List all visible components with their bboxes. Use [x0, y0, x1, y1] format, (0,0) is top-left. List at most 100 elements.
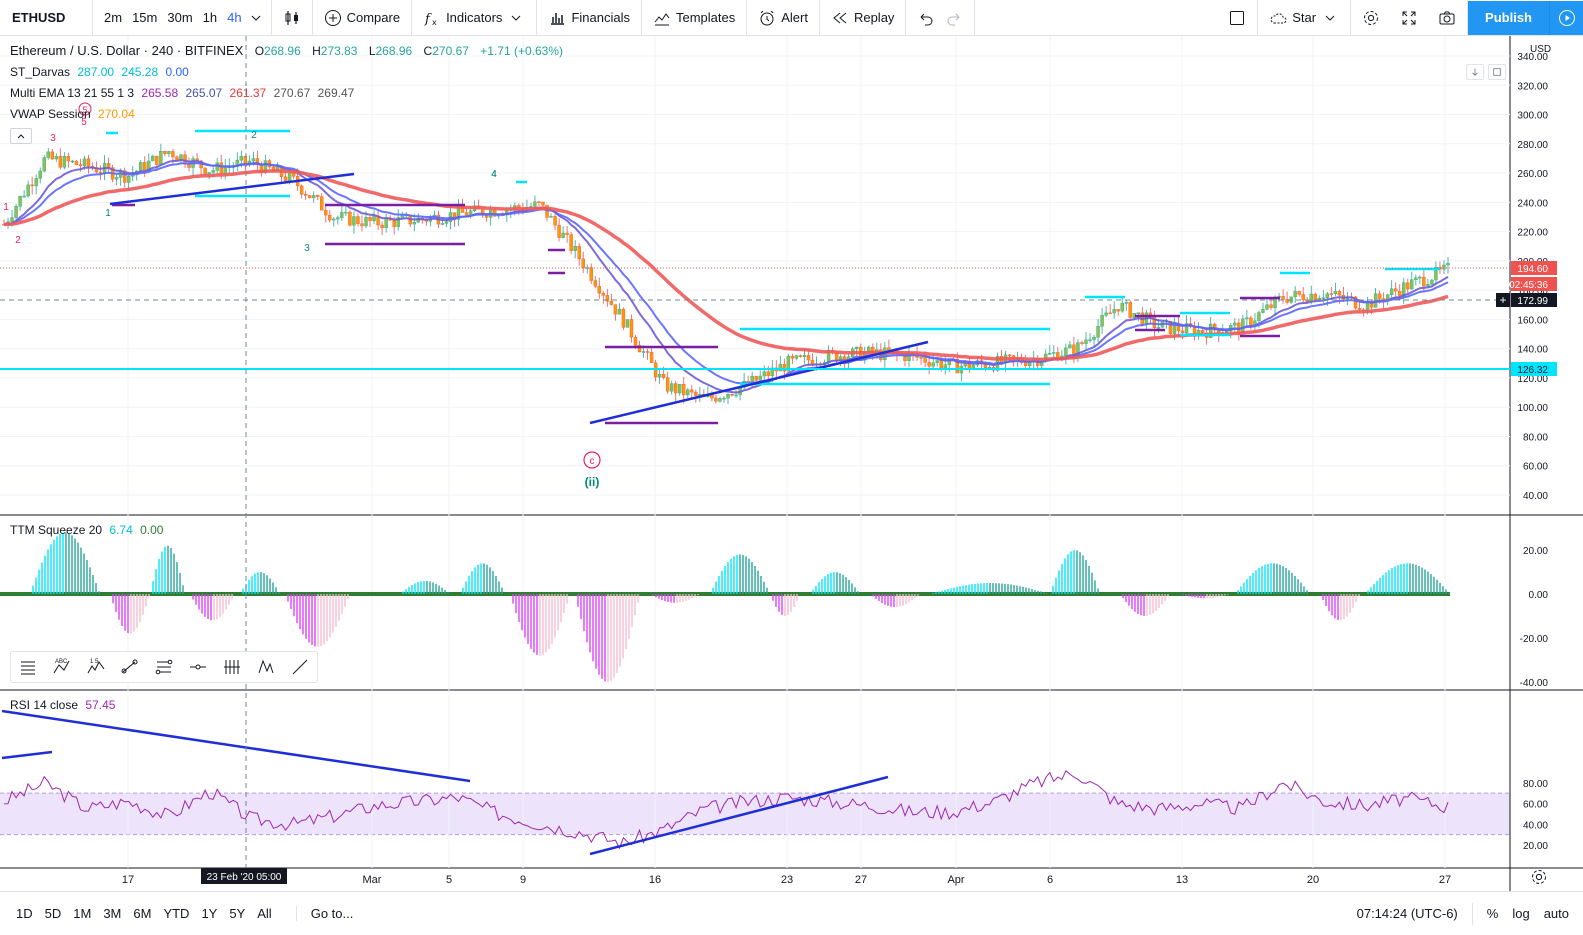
maximize-pane-icon[interactable] — [1488, 64, 1506, 80]
wave-label: 2 — [251, 130, 257, 141]
collapse-legend-button[interactable] — [10, 128, 32, 144]
candle-body — [396, 217, 400, 227]
time-tick-label: 9 — [520, 874, 526, 886]
interval-15m[interactable]: 15m — [132, 10, 158, 25]
darvas-legend[interactable]: ST_Darvas 287.00 245.28 0.00 — [10, 64, 193, 80]
candle-body — [971, 364, 976, 369]
candle-body — [657, 374, 662, 378]
squeeze-legend[interactable]: TTM Squeeze 20 6.74 0.00 — [10, 522, 167, 538]
percent-toggle[interactable]: % — [1486, 906, 1499, 921]
candle-body — [1128, 302, 1132, 318]
price-range-icon[interactable] — [215, 652, 249, 682]
range-5d[interactable]: 5D — [44, 906, 62, 921]
interval-4h[interactable]: 4h — [227, 10, 242, 25]
alert-label: Alert — [781, 10, 808, 25]
candle-body — [589, 267, 593, 281]
candle-body — [368, 217, 372, 222]
range-all[interactable]: All — [257, 906, 272, 921]
candle-body — [625, 319, 630, 328]
candle-body — [22, 195, 26, 198]
fullscreen-icon — [1400, 9, 1418, 27]
candle-body — [66, 155, 71, 162]
candle-body — [533, 201, 537, 207]
publish-button[interactable]: Publish — [1468, 0, 1549, 35]
alarm-clock-icon — [758, 9, 776, 27]
move-down-icon[interactable] — [1466, 64, 1484, 80]
rsi-trend-line[interactable] — [589, 775, 889, 856]
financials-button[interactable]: Financials — [543, 0, 635, 36]
wave-label: 1 — [105, 208, 111, 219]
snapshot-button[interactable] — [1433, 0, 1461, 36]
compare-button[interactable]: Compare — [319, 0, 405, 36]
candle-body — [682, 384, 686, 396]
pattern-icon[interactable] — [249, 652, 283, 682]
close-label: C — [423, 44, 433, 58]
range-1d[interactable]: 1D — [16, 906, 33, 921]
fib-retracement-icon[interactable] — [147, 652, 181, 682]
interval-2m[interactable]: 2m — [104, 10, 123, 25]
candle-body — [82, 158, 87, 167]
range-5y[interactable]: 5Y — [229, 906, 246, 921]
chart-type-button[interactable] — [278, 0, 306, 36]
settings-gear-axis[interactable] — [1530, 868, 1548, 889]
star-label: Star — [1292, 10, 1317, 25]
candle-body — [324, 209, 328, 216]
horizontal-ray-icon[interactable] — [181, 652, 215, 682]
candle-body — [565, 232, 569, 235]
log-toggle[interactable]: log — [1512, 906, 1530, 921]
clock-label[interactable]: 07:14:24 (UTC-6) — [1356, 906, 1458, 921]
price-tick-label: 40.00 — [1523, 491, 1548, 502]
star-button[interactable]: Star — [1264, 0, 1344, 36]
fullscreen-button[interactable] — [1395, 0, 1423, 36]
trend-line[interactable] — [109, 172, 355, 206]
candle-body — [1313, 293, 1317, 300]
chevron-down-icon[interactable] — [247, 9, 265, 27]
templates-group: Templates — [642, 0, 748, 36]
range-1y[interactable]: 1Y — [201, 906, 218, 921]
undo-button[interactable] — [912, 0, 940, 36]
price-tick-label: 220.00 — [1517, 228, 1548, 239]
settings-button[interactable] — [1357, 0, 1385, 36]
lines-tool-icon[interactable] — [11, 652, 45, 682]
redo-button[interactable] — [940, 0, 968, 36]
templates-label: Templates — [675, 10, 736, 25]
rsi-legend[interactable]: RSI 14 close 57.45 — [10, 697, 119, 713]
trend-line-icon[interactable] — [283, 652, 317, 682]
candle-body — [328, 214, 332, 221]
alert-button[interactable]: Alert — [753, 0, 813, 36]
templates-button[interactable]: Templates — [648, 0, 740, 36]
candle-body — [106, 163, 111, 168]
series-title: Ethereum / U.S. Dollar · 240 · BITFINEX — [10, 43, 244, 58]
chart-area[interactable]: 17 Mar 5 9 16 23 27 Apr 6 13 20 27 340.00 320.00 300.0… — [0, 36, 1583, 891]
replay-button[interactable]: Replay — [826, 0, 899, 36]
candle-body — [1136, 312, 1140, 314]
layout-button[interactable] — [1223, 0, 1251, 36]
vwap-legend[interactable]: VWAP Session 270.04 — [10, 106, 139, 122]
candle-body — [352, 216, 356, 226]
goto-button[interactable]: Go to... — [295, 906, 353, 921]
auto-toggle[interactable]: auto — [1543, 906, 1569, 921]
currency-label: USD — [1530, 44, 1552, 55]
plus-icon[interactable]: + — [1499, 293, 1506, 307]
range-3m[interactable]: 3M — [103, 906, 122, 921]
trend-channel-icon[interactable] — [113, 652, 147, 682]
elliott-wave-icon[interactable]: 1 5 — [79, 652, 113, 682]
interval-1h[interactable]: 1h — [202, 10, 218, 25]
range-1m[interactable]: 1M — [73, 906, 92, 921]
rsi-trend-line[interactable] — [1, 750, 53, 760]
symbol-search[interactable]: ETHUSD — [0, 0, 93, 36]
range-6m[interactable]: 6M — [133, 906, 152, 921]
candle-body — [1377, 293, 1382, 299]
candle-body — [1096, 326, 1100, 338]
interval-30m[interactable]: 30m — [167, 10, 193, 25]
trend-line[interactable] — [589, 340, 929, 425]
rsi-trend-line[interactable] — [1, 709, 471, 783]
publish-menu-button[interactable] — [1549, 0, 1583, 35]
chart-canvas[interactable]: 17 Mar 5 9 16 23 27 Apr 6 13 20 27340.00320.00300.0… — [0, 36, 1583, 891]
wave-label: 5 — [81, 117, 87, 128]
abc-pattern-icon[interactable]: ABC — [45, 652, 79, 682]
range-ytd[interactable]: YTD — [163, 906, 190, 921]
ema-legend[interactable]: Multi EMA 13 21 55 1 3 265.58 265.07 261… — [10, 85, 358, 101]
